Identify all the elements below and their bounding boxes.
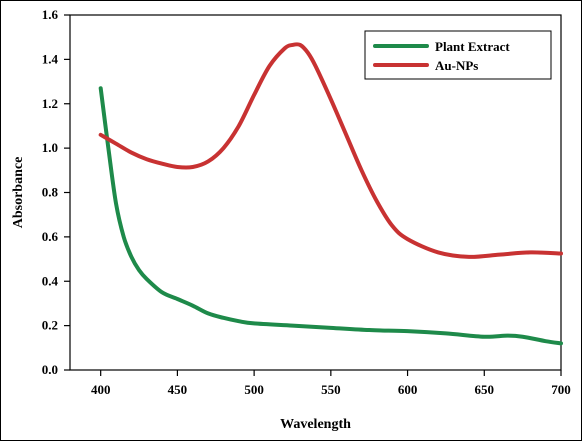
x-tick-label: 400 <box>91 382 111 397</box>
x-tick-label: 700 <box>551 382 571 397</box>
series-line-au-nps <box>98 42 563 259</box>
y-tick-label: 1.2 <box>42 96 58 111</box>
y-tick-label: 0.0 <box>42 362 58 377</box>
y-axis-title: Absorbance <box>11 157 26 229</box>
legend-label-au-nps: Au-NPs <box>435 58 478 73</box>
x-tick-label: 600 <box>398 382 418 397</box>
y-tick-label: 1.0 <box>42 140 58 155</box>
series-line-plant-extract <box>98 86 563 346</box>
legend-box <box>364 30 552 80</box>
x-tick-label: 500 <box>244 382 264 397</box>
legend-label-plant-extract: Plant Extract <box>435 39 510 54</box>
x-tick-label: 650 <box>475 382 495 397</box>
y-tick-label: 1.6 <box>42 7 59 22</box>
x-axis-title: Wavelength <box>280 417 351 432</box>
x-tick-label: 550 <box>321 382 341 397</box>
y-tick-label: 0.8 <box>42 185 59 200</box>
y-tick-label: 0.6 <box>42 229 59 244</box>
y-tick-label: 0.2 <box>42 318 58 333</box>
y-tick-label: 0.4 <box>42 273 59 288</box>
x-tick-label: 450 <box>168 382 188 397</box>
y-tick-label: 1.4 <box>42 51 59 66</box>
